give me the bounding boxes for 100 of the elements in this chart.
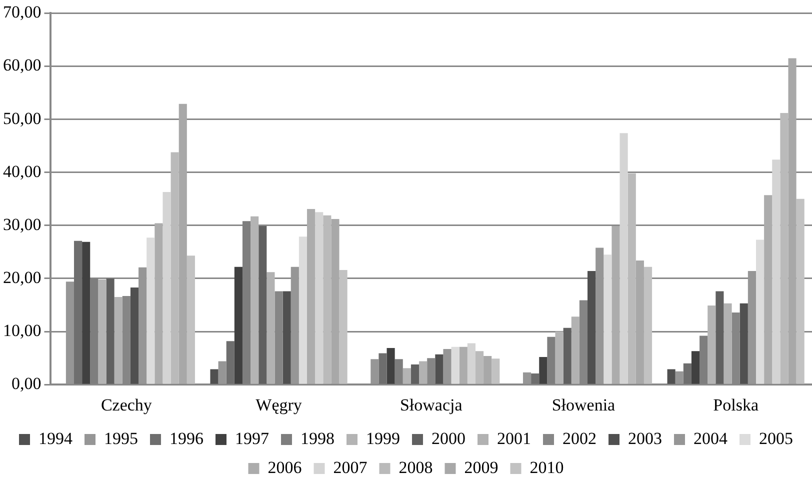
legend-label: 1998 bbox=[300, 428, 334, 448]
y-tick-label: 40,00 bbox=[3, 162, 42, 181]
bar bbox=[402, 368, 411, 384]
bar bbox=[475, 351, 484, 384]
legend-label: 1997 bbox=[235, 428, 270, 448]
bar bbox=[596, 248, 604, 384]
y-tick-label: 30,00 bbox=[3, 214, 42, 234]
bar bbox=[323, 215, 332, 384]
bar bbox=[467, 343, 476, 384]
bar bbox=[138, 267, 147, 384]
y-tick-label: 10,00 bbox=[3, 321, 42, 340]
legend-label: 1996 bbox=[170, 428, 204, 448]
bar bbox=[772, 160, 780, 384]
y-tick-label: 20,00 bbox=[3, 268, 42, 287]
bar bbox=[282, 291, 291, 384]
bar bbox=[604, 254, 612, 384]
bar bbox=[339, 270, 348, 384]
bar bbox=[210, 369, 218, 384]
bar bbox=[539, 357, 548, 384]
y-tick-label: 70,00 bbox=[3, 2, 42, 22]
legend-label: 2000 bbox=[432, 428, 466, 448]
bar bbox=[266, 272, 275, 384]
bar bbox=[683, 363, 692, 384]
bar bbox=[620, 133, 628, 384]
legend-label: 2006 bbox=[268, 458, 302, 477]
bar bbox=[522, 372, 532, 384]
bar bbox=[788, 58, 796, 384]
bar bbox=[170, 152, 179, 384]
bar bbox=[675, 371, 684, 384]
legend-label: 2010 bbox=[530, 458, 564, 477]
bar bbox=[226, 341, 234, 384]
legend-label: 2007 bbox=[333, 458, 368, 477]
bar bbox=[290, 266, 299, 384]
bar bbox=[612, 226, 620, 384]
bar bbox=[130, 288, 139, 384]
bar bbox=[386, 348, 395, 384]
bar bbox=[691, 351, 700, 384]
legend-label: 1999 bbox=[366, 428, 400, 448]
bar bbox=[146, 238, 155, 384]
bar bbox=[443, 349, 452, 384]
x-tick-label: Czechy bbox=[100, 395, 152, 414]
bar bbox=[250, 216, 259, 384]
bar bbox=[484, 356, 492, 384]
legend-label: 1995 bbox=[104, 428, 138, 448]
bar bbox=[162, 192, 171, 384]
x-tick-label: Węgry bbox=[256, 395, 302, 414]
x-tick-label: Polska bbox=[713, 395, 759, 414]
legend-label: 2009 bbox=[464, 458, 498, 477]
bar bbox=[234, 266, 242, 384]
x-tick-label: Słowacja bbox=[400, 395, 463, 414]
bar bbox=[66, 282, 74, 384]
bar bbox=[555, 332, 564, 384]
bar bbox=[531, 373, 540, 384]
bar bbox=[154, 223, 163, 384]
bar bbox=[74, 240, 82, 384]
y-tick-label: 60,00 bbox=[3, 56, 42, 75]
bar bbox=[370, 359, 379, 384]
bar bbox=[724, 303, 732, 384]
bar bbox=[258, 226, 267, 384]
bar bbox=[628, 173, 636, 384]
bar bbox=[98, 280, 106, 384]
bar bbox=[644, 266, 652, 384]
legend-label: 2008 bbox=[398, 458, 433, 477]
bar bbox=[796, 198, 804, 384]
bar bbox=[459, 346, 468, 384]
y-tick-label: 50,00 bbox=[3, 108, 42, 128]
bar bbox=[563, 328, 572, 384]
legend-label: 1994 bbox=[38, 428, 73, 448]
bar bbox=[756, 240, 764, 384]
bar bbox=[435, 354, 444, 384]
bar bbox=[764, 195, 772, 384]
bar bbox=[451, 346, 460, 384]
legend-label: 2005 bbox=[759, 428, 793, 448]
bar bbox=[588, 271, 596, 384]
bar bbox=[636, 260, 644, 384]
bar bbox=[492, 358, 500, 384]
legend-label: 2001 bbox=[497, 428, 531, 448]
bar bbox=[740, 303, 748, 384]
bar bbox=[410, 364, 420, 384]
bar bbox=[186, 256, 195, 384]
bar bbox=[82, 242, 90, 384]
bar bbox=[178, 104, 187, 384]
bar bbox=[667, 369, 676, 384]
bar bbox=[748, 271, 756, 384]
x-tick-label: Słowenia bbox=[552, 395, 616, 414]
bar bbox=[378, 353, 387, 384]
bar bbox=[419, 361, 428, 384]
bar bbox=[331, 219, 340, 384]
legend-label: 2003 bbox=[628, 428, 662, 448]
bar bbox=[708, 306, 716, 384]
bar bbox=[780, 112, 788, 384]
legend-label: 2004 bbox=[694, 428, 728, 448]
legend-label: 2002 bbox=[562, 428, 596, 448]
bar bbox=[307, 208, 316, 384]
bar bbox=[315, 212, 324, 384]
bar bbox=[298, 236, 308, 384]
bar bbox=[571, 316, 580, 384]
bar bbox=[114, 297, 122, 384]
y-tick-label: 0,00 bbox=[12, 374, 42, 394]
bar bbox=[106, 278, 114, 384]
